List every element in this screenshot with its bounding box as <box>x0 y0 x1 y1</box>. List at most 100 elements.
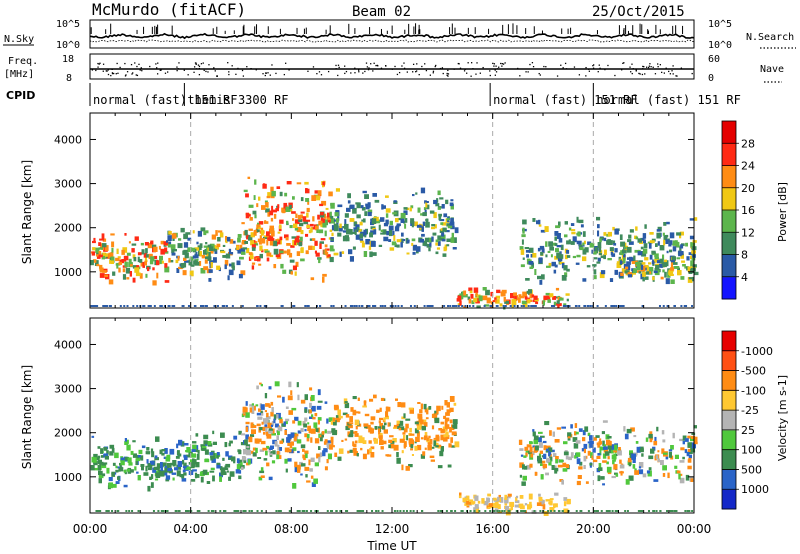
power-cell-0 <box>141 249 145 255</box>
power-cell-2 <box>272 209 277 213</box>
nave-dot <box>107 73 110 76</box>
velocity-cell-5 <box>533 439 539 445</box>
velocity-cell-3 <box>379 417 384 421</box>
velocity-cell-5 <box>551 449 555 453</box>
power-cell-2 <box>296 251 301 256</box>
power-cell-4 <box>496 289 501 294</box>
power-ground-cell <box>513 305 516 307</box>
velocity-cell-0 <box>120 457 125 461</box>
velocity-cell-2 <box>290 432 295 438</box>
power-cell-0 <box>135 272 141 277</box>
velocity-cell-0 <box>135 458 141 462</box>
velocity-ground-cell <box>236 510 239 512</box>
power-cell-2 <box>279 191 283 197</box>
power-colorbar-band-3 <box>722 210 736 233</box>
velocity-cell-0 <box>117 476 120 480</box>
power-cell-3 <box>383 222 388 227</box>
power-cell-1 <box>224 264 227 270</box>
velocity-cell-2 <box>300 399 306 404</box>
power-cell-0 <box>111 258 114 264</box>
power-cell-4 <box>514 295 517 302</box>
power-cell-2 <box>281 207 287 213</box>
nave-dot <box>447 69 449 72</box>
velocity-cell-2 <box>278 455 282 459</box>
power-cell-2 <box>308 229 312 234</box>
velocity-cell-3 <box>452 419 458 425</box>
power-cell-2 <box>300 247 304 254</box>
power-cell-1 <box>240 270 246 276</box>
power-cell-3 <box>380 229 384 232</box>
velocity-cell-3 <box>409 427 412 433</box>
power-cell-2 <box>322 273 327 277</box>
velocity-ground-cell <box>553 510 556 512</box>
power-cell-6 <box>642 271 646 277</box>
velocity-cell-2 <box>249 407 253 413</box>
power-cell-3 <box>396 223 401 227</box>
power-cell-0 <box>139 259 143 263</box>
nave-dot <box>657 63 659 65</box>
power-cell-1 <box>217 237 221 242</box>
nave-dot <box>255 69 257 71</box>
power-ground-cell <box>358 305 361 307</box>
power-cell-6 <box>645 271 650 275</box>
power-cell-1 <box>231 262 235 269</box>
velocity-cell-5 <box>554 469 558 474</box>
power-cell-5 <box>680 251 684 255</box>
nave-dot <box>135 74 137 76</box>
power-cell-5 <box>665 278 670 285</box>
velocity-cell-3 <box>414 445 418 451</box>
velocity-cell-1 <box>183 456 188 460</box>
velocity-cell-5 <box>640 448 644 450</box>
power-cell-4 <box>484 304 490 307</box>
velocity-cell-0 <box>151 474 154 480</box>
power-cell-2 <box>270 238 275 243</box>
nave-dot <box>316 72 318 75</box>
velocity-cell-2 <box>269 453 273 456</box>
velocity-cell-4 <box>471 501 476 504</box>
velocity-cell-3 <box>400 402 406 408</box>
power-ground-cell <box>163 305 166 307</box>
nave-dot <box>527 71 529 73</box>
velocity-cell-5 <box>662 452 668 455</box>
power-cell-5 <box>552 242 557 246</box>
velocity-cell-3 <box>417 402 421 404</box>
power-cell-5 <box>665 239 669 244</box>
velocity-ground-cell <box>549 510 552 512</box>
velocity-cell-5 <box>610 448 614 454</box>
velocity-cell-1 <box>190 479 196 482</box>
velocity-cell-3 <box>409 407 414 414</box>
nave-dot <box>642 68 644 70</box>
nave-dot <box>661 71 663 74</box>
velocity-cell-4 <box>538 493 541 497</box>
velocity-ground-cell <box>298 510 301 512</box>
velocity-cell-2 <box>251 403 254 408</box>
velocity-cell-5 <box>598 463 602 469</box>
velocity-cell-2 <box>277 430 280 436</box>
power-cell-2 <box>322 185 325 188</box>
power-colorbar-tick-label-4: 20 <box>741 182 755 195</box>
x-axis-label: Time UT <box>366 539 417 553</box>
velocity-cell-4 <box>542 504 546 510</box>
velocity-cell-2 <box>287 395 293 401</box>
nsky-tick-top: 10^5 <box>56 19 80 30</box>
nave-dot <box>98 63 100 65</box>
power-cell-5 <box>600 270 606 275</box>
power-cell-0 <box>152 267 155 271</box>
nave-dot <box>264 72 267 74</box>
velocity-cell-0 <box>154 478 159 481</box>
velocity-cell-3 <box>398 427 402 431</box>
nave-dot <box>489 74 491 77</box>
power-cell-3 <box>424 200 427 204</box>
power-cell-2 <box>273 248 279 255</box>
power-cell-2 <box>269 235 274 239</box>
power-cell-1 <box>239 256 244 260</box>
velocity-cell-2 <box>271 420 274 426</box>
nave-dot <box>446 74 448 76</box>
power-cell-6 <box>620 260 623 264</box>
power-cell-0 <box>109 259 113 264</box>
power-cell-4 <box>492 300 496 303</box>
power-cell-3 <box>396 244 400 248</box>
velocity-cell-2 <box>312 417 316 420</box>
power-cell-5 <box>566 240 570 245</box>
velocity-cell-4 <box>504 494 508 500</box>
